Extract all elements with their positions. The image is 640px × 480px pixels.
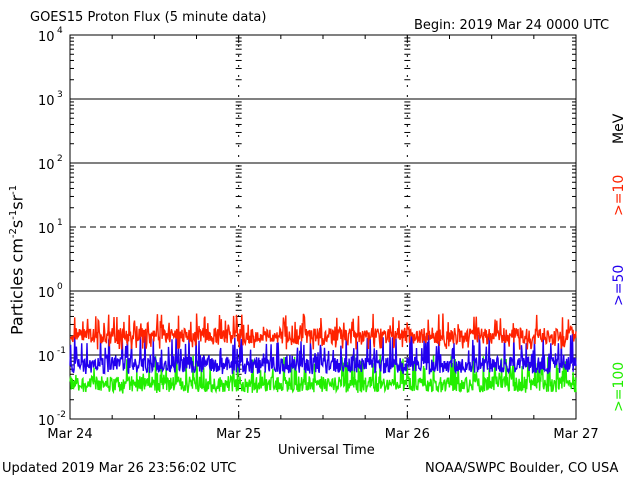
y-axis-label: Particles cm-2s-1sr-1 xyxy=(7,184,27,335)
legend-ge50: >=50 xyxy=(611,264,627,306)
y-tick-label: 10 xyxy=(38,350,55,365)
x-axis-label: Universal Time xyxy=(278,443,375,458)
y-tick-label: 10 xyxy=(38,414,55,429)
y-tick-exponent: 1 xyxy=(57,218,63,228)
x-tick-label: Mar 25 xyxy=(216,427,261,442)
begin-time: Begin: 2019 Mar 24 0000 UTC xyxy=(414,18,610,33)
x-tick-label: Mar 27 xyxy=(553,427,598,442)
legend-ge10: >=10 xyxy=(611,174,627,216)
y-tick-label: 10 xyxy=(38,94,55,109)
series-line xyxy=(69,333,577,375)
chart-title: GOES15 Proton Flux (5 minute data) xyxy=(30,10,267,25)
legend-unit: MeV xyxy=(611,113,627,144)
y-tick-exponent: 0 xyxy=(57,282,63,292)
x-tick-label: Mar 24 xyxy=(47,427,92,442)
x-tick-label: Mar 26 xyxy=(385,427,430,442)
y-tick-label: 10 xyxy=(38,286,55,301)
data-source: NOAA/SWPC Boulder, CO USA xyxy=(425,461,619,476)
series-line xyxy=(69,313,577,350)
y-tick-label: 10 xyxy=(38,30,55,45)
y-tick-exponent: -2 xyxy=(57,410,66,420)
series-layer xyxy=(69,313,577,395)
y-tick-exponent: 4 xyxy=(57,26,63,36)
y-tick-exponent: 3 xyxy=(57,90,63,100)
y-tick-exponent: 2 xyxy=(57,154,63,164)
updated-time: Updated 2019 Mar 26 23:56:02 UTC xyxy=(2,461,237,476)
series-line xyxy=(69,355,577,395)
y-tick-label: 10 xyxy=(38,158,55,173)
y-tick-exponent: -1 xyxy=(57,346,66,356)
legend-ge100: >=100 xyxy=(611,361,627,412)
y-tick-label: 10 xyxy=(38,222,55,237)
x-tick-labels: Mar 24 Mar 25 Mar 26 Mar 27 xyxy=(47,427,598,442)
